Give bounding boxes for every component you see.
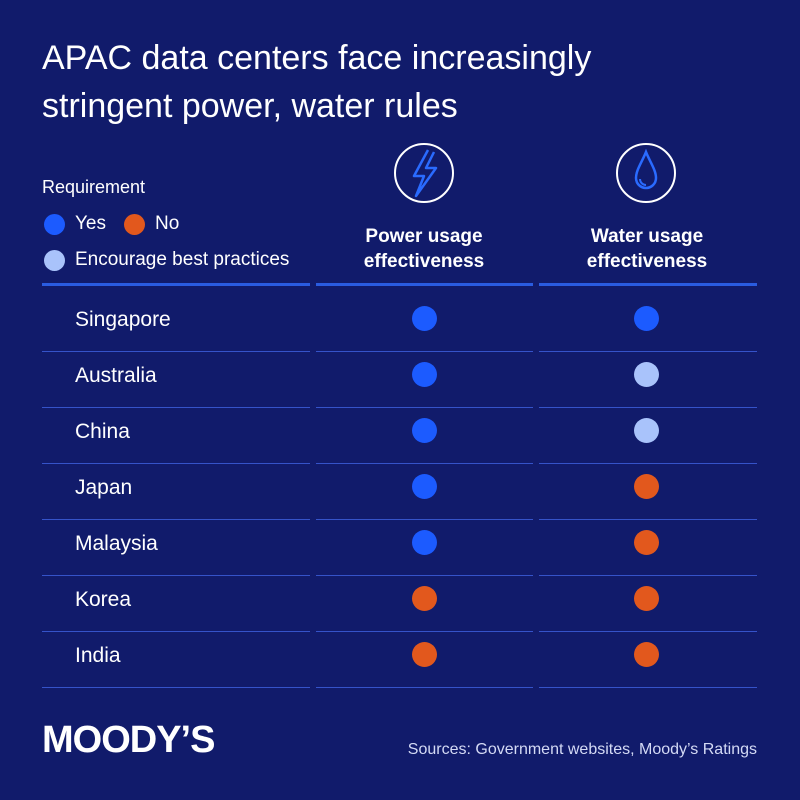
country: Malaysia	[75, 532, 158, 555]
header-rule	[316, 283, 533, 286]
legend-item: Yes	[44, 213, 106, 235]
status-dot	[633, 529, 659, 555]
legend-text: Encourage best practices	[75, 249, 290, 270]
row-separator	[539, 407, 757, 408]
status-dot	[411, 361, 437, 387]
country: China	[75, 420, 130, 443]
row-separator	[316, 575, 533, 576]
legend-dot	[124, 213, 145, 235]
status-dot	[411, 417, 437, 443]
row-separator	[42, 519, 310, 520]
row-separator	[316, 407, 533, 408]
row-separator	[42, 351, 310, 352]
legend-dot	[44, 249, 65, 271]
row-separator	[316, 519, 533, 520]
row-separator	[539, 519, 757, 520]
header-rule	[42, 283, 310, 286]
status-dot	[633, 473, 659, 499]
title: APAC data centers face increasingly stri…	[42, 39, 592, 125]
row-separator	[316, 351, 533, 352]
legend-dot	[44, 213, 65, 235]
legend-item: Encourage best practices	[44, 249, 289, 271]
status-dot	[633, 305, 659, 331]
status-dot	[633, 585, 659, 611]
legend-label: Requirement	[42, 177, 146, 197]
row-separator	[539, 631, 757, 632]
legend-text: Yes	[75, 213, 106, 234]
country: India	[75, 644, 121, 667]
header-rule	[539, 283, 757, 286]
legend-item: No	[124, 213, 179, 235]
country: Singapore	[75, 308, 171, 331]
status-dot	[411, 585, 437, 611]
row-separator	[539, 687, 757, 688]
status-dot	[633, 361, 659, 387]
row-separator	[539, 575, 757, 576]
column-header: Power usage effectiveness	[363, 226, 485, 272]
row-separator	[42, 407, 310, 408]
status-dot	[633, 417, 659, 443]
country: Australia	[75, 364, 157, 387]
column-header: Water usage effectiveness	[586, 226, 708, 272]
status-dot	[411, 305, 437, 331]
logo: MOODY’S	[42, 719, 215, 761]
water-icon	[616, 143, 676, 203]
row-separator	[316, 631, 533, 632]
country: Korea	[75, 588, 132, 611]
row-separator	[42, 575, 310, 576]
status-dot	[633, 641, 659, 667]
row-separator	[316, 687, 533, 688]
status-dot	[411, 473, 437, 499]
status-dot	[411, 529, 437, 555]
source: Sources: Government websites, Moody’s Ra…	[407, 741, 757, 758]
status-dot	[411, 641, 437, 667]
power-icon	[394, 143, 454, 203]
row-separator	[539, 351, 757, 352]
row-separator	[42, 687, 310, 688]
legend-text: No	[155, 213, 180, 234]
row-separator	[42, 631, 310, 632]
row-separator	[316, 463, 533, 464]
row-separator	[539, 463, 757, 464]
row-separator	[42, 463, 310, 464]
country: Japan	[75, 476, 133, 499]
